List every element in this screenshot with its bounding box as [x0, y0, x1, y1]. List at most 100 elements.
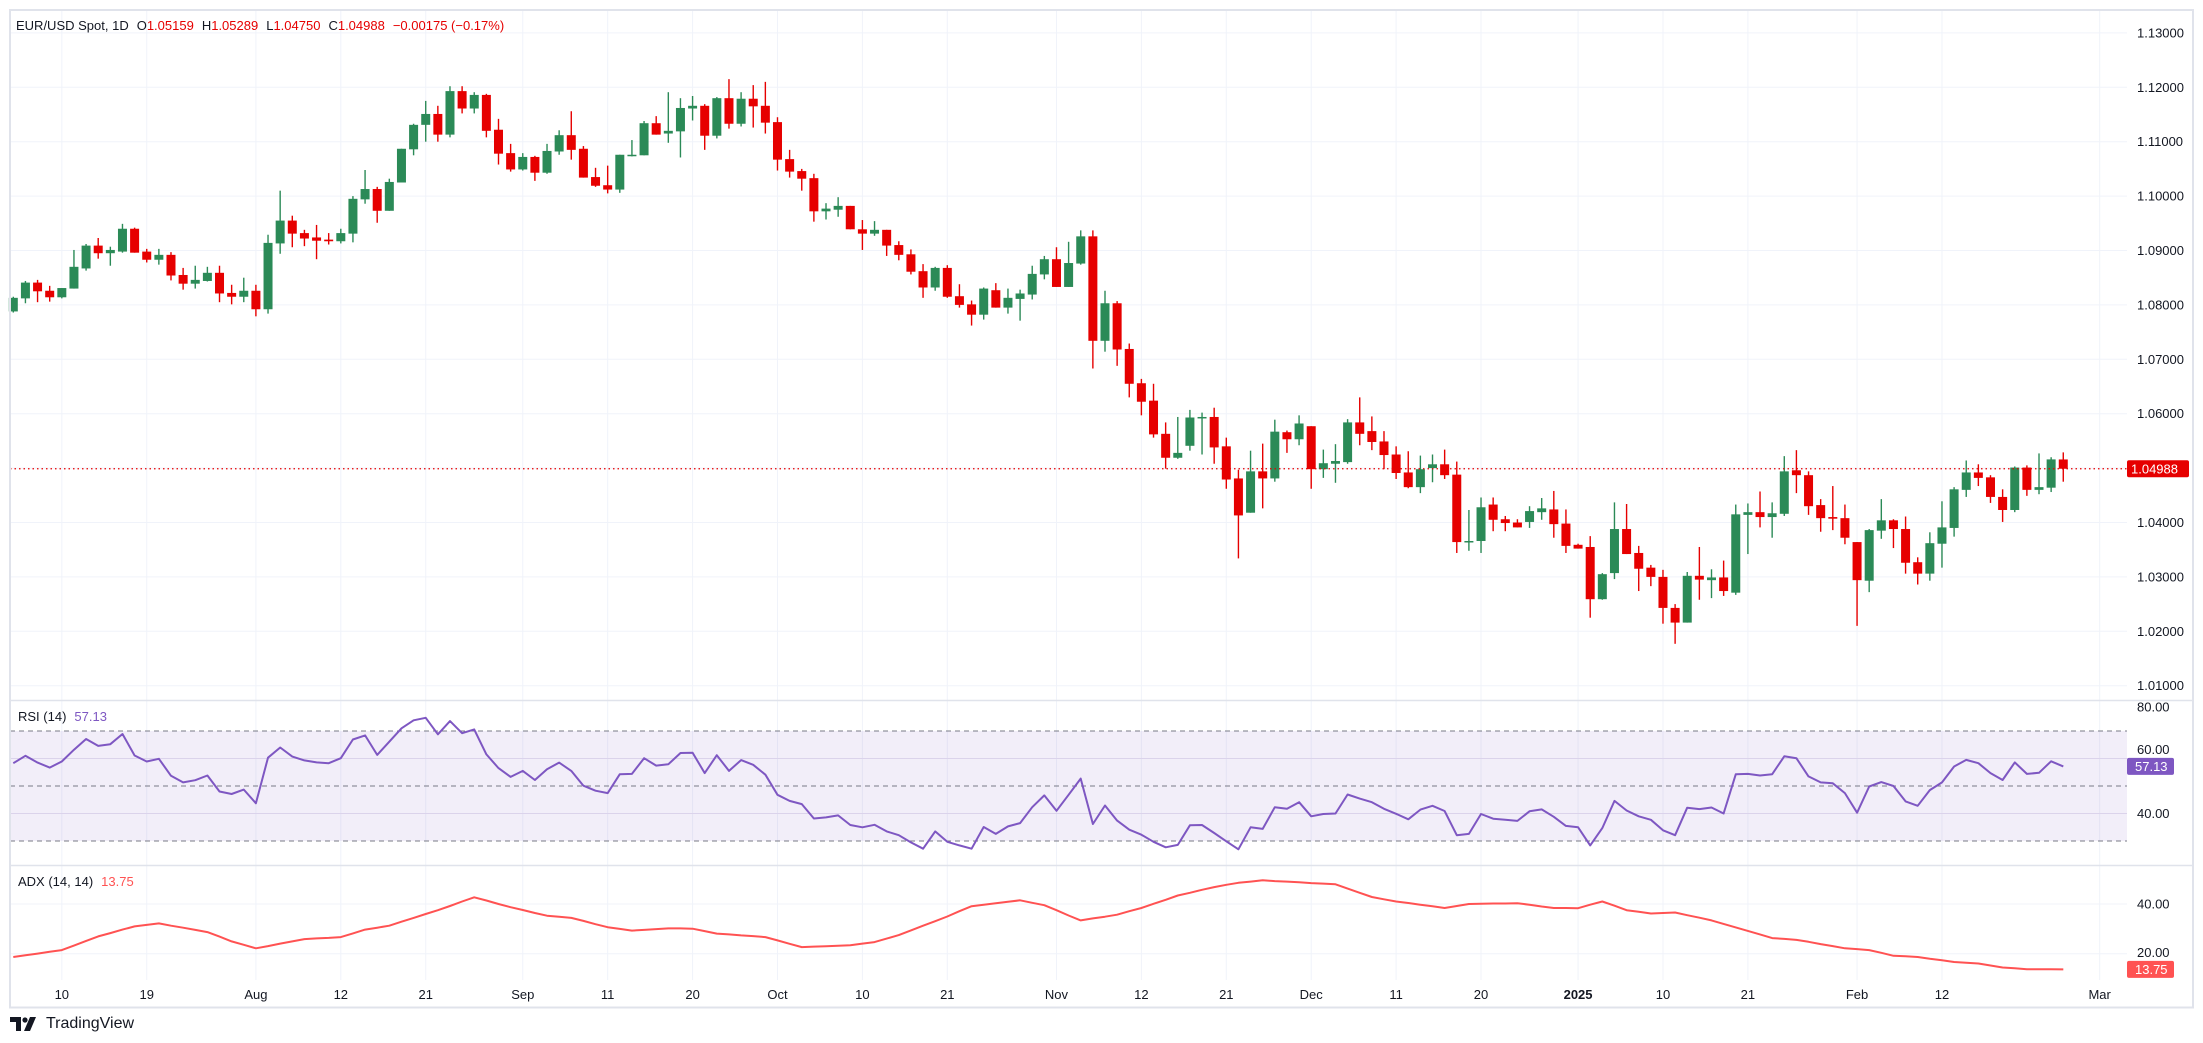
candle-down [748, 85, 758, 128]
candle-up [615, 154, 625, 193]
candle-down [578, 146, 588, 178]
candle-down [785, 149, 795, 178]
candle-body [312, 237, 322, 241]
x-tick-label: Nov [1045, 987, 1069, 1002]
candle-down [2058, 452, 2068, 482]
candle-down [603, 165, 613, 194]
candle-body [870, 229, 880, 234]
candle-body [1512, 522, 1522, 528]
adx-label: ADX (14, 14) [18, 874, 94, 889]
candle-body [894, 245, 904, 255]
candle-down [906, 249, 916, 275]
candle-body [663, 130, 673, 134]
candle-body [1597, 574, 1607, 600]
candle-up [1173, 416, 1183, 459]
rsi-value: 57.13 [74, 709, 107, 724]
candle-up [1779, 456, 1789, 516]
candle-body [1367, 431, 1377, 442]
candle-body [20, 282, 30, 299]
candle-down [1913, 557, 1923, 585]
candle-body [93, 245, 103, 254]
candle-body [2058, 459, 2068, 469]
candle-body [530, 156, 540, 173]
candle-body [1743, 512, 1753, 515]
candle-body [1755, 512, 1765, 518]
candle-body [384, 181, 394, 211]
tradingview-logo[interactable]: TradingView [10, 1015, 134, 1033]
candle-body [215, 272, 225, 294]
rsi-legend[interactable]: RSI (14) 57.13 [18, 709, 107, 724]
candle-down [1258, 443, 1268, 509]
candle-up [445, 86, 455, 138]
candle-down [227, 284, 237, 305]
candle-up [1415, 455, 1425, 494]
candle-up [117, 223, 127, 253]
rsi-band [10, 730, 2127, 842]
candle-up [1609, 502, 1619, 580]
candle-body [1221, 446, 1231, 480]
candle-down [494, 118, 503, 165]
candle-down [942, 265, 952, 298]
candle-up [1961, 460, 1971, 497]
x-tick-label: Feb [1846, 987, 1868, 1002]
candle-body [1294, 423, 1304, 440]
x-tick-label: 10 [855, 987, 869, 1002]
candle-body [1682, 575, 1692, 623]
symbol-legend[interactable]: EUR/USD Spot, 1D O 1.05159 H 1.05289 L 1.04… [16, 18, 504, 33]
rsi-label: RSI (14) [18, 709, 67, 724]
candle-body [299, 233, 309, 239]
chart-frame [9, 9, 2194, 1009]
candle-up [1039, 255, 1049, 280]
x-tick-label: 21 [418, 987, 432, 1002]
candle-down [1573, 543, 1583, 549]
candle-up [1537, 498, 1547, 520]
candle-body [1658, 576, 1668, 608]
candle-up [979, 287, 989, 320]
candle-body [1767, 513, 1777, 518]
candle-body [1149, 400, 1159, 435]
candle-down [1561, 509, 1571, 553]
candle-down [724, 79, 734, 129]
candle-body [227, 292, 237, 297]
candle-up [1270, 419, 1280, 482]
candle-body [1779, 471, 1789, 514]
candle-down [372, 186, 382, 223]
candle-up [202, 266, 212, 282]
candle-up [105, 246, 115, 266]
candle-down [991, 283, 1001, 308]
candle-body [1876, 520, 1886, 531]
candle-body [1355, 422, 1365, 434]
candle-body [1828, 517, 1838, 519]
candle-down [1161, 422, 1171, 469]
candle-up [57, 288, 67, 299]
candle-body [712, 98, 722, 136]
candle-body [105, 249, 115, 254]
x-tick-label: 12 [1935, 987, 1949, 1002]
candle-up [8, 296, 18, 313]
candle-up [1864, 529, 1874, 593]
adx-legend[interactable]: ADX (14, 14) 13.75 [18, 874, 134, 889]
candle-body [1634, 552, 1644, 569]
candle-up [275, 190, 285, 254]
price-tick-label: 1.09000 [2137, 243, 2184, 258]
candle-body [578, 148, 588, 178]
candle-up [336, 228, 346, 244]
candle-down [1549, 490, 1559, 538]
candle-down [506, 143, 516, 172]
candle-body [1161, 433, 1171, 458]
candle-body [1791, 470, 1801, 476]
candle-down [1719, 560, 1729, 596]
candle-down [918, 264, 928, 298]
candle-down [142, 248, 152, 263]
x-tick-label: 12 [334, 987, 348, 1002]
candle-up [688, 96, 698, 121]
candle-body [142, 251, 152, 260]
rsi-value-badge-label: 57.13 [2135, 759, 2168, 774]
candle-down [1622, 504, 1632, 555]
candle-down [1804, 471, 1814, 515]
candle-up [1476, 497, 1486, 553]
candle-body [736, 98, 746, 124]
candle-body [1731, 514, 1741, 593]
candle-body [372, 189, 382, 211]
